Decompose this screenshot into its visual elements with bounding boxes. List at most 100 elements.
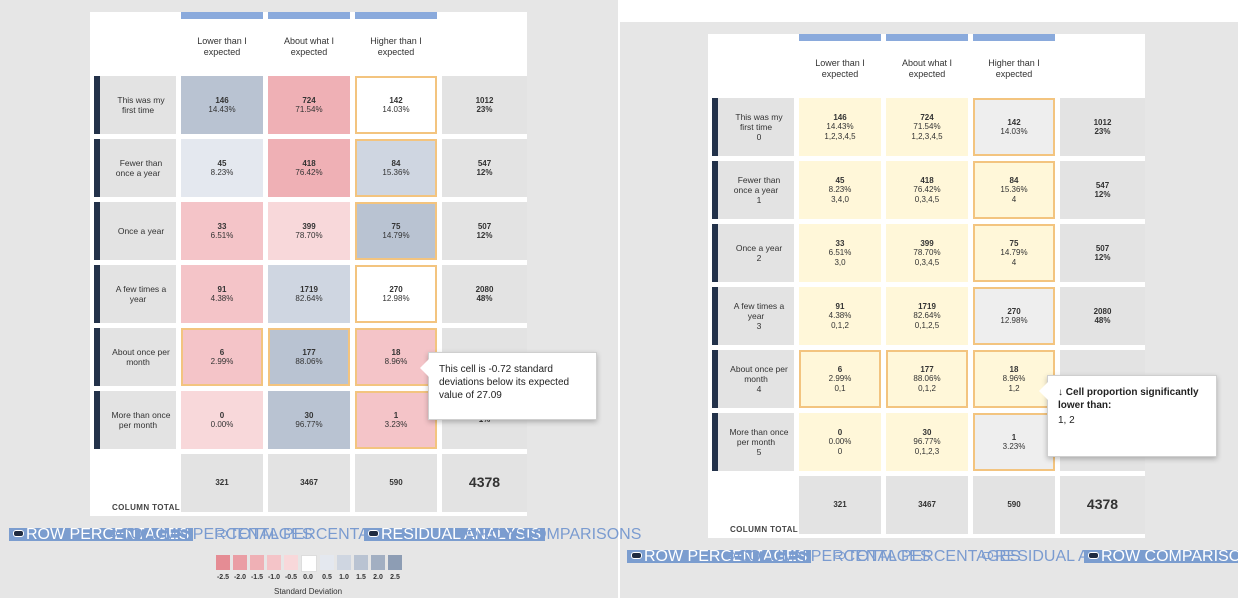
cell-count: 6: [219, 347, 225, 357]
table-cell[interactable]: 177 88.06% 0,1,2: [886, 350, 968, 408]
table-cell[interactable]: 45 8.23% 3,4,0: [799, 161, 881, 219]
toggle-total-percentages[interactable]: TOTAL PERCENTAGES: [834, 549, 1021, 565]
table-cell[interactable]: 0 0.00%: [181, 391, 263, 449]
column-total-label: COLUMN TOTAL: [730, 525, 799, 534]
toggle-icon: [724, 552, 735, 560]
column-header: Lower than I expected: [799, 34, 881, 94]
row-header-label: About once per month 4: [716, 364, 790, 394]
table-cell[interactable]: 1 3.23%: [973, 413, 1055, 471]
crosstab-table: Lower than I expected About what I expect…: [90, 12, 527, 516]
toggle-label: RESIDUAL ANALYSIS: [381, 526, 542, 543]
row-total-cell: 547 12%: [1060, 161, 1145, 219]
table-cell[interactable]: 146 14.43%: [181, 76, 263, 134]
table-cell[interactable]: 30 96.77% 0,1,2,3: [886, 413, 968, 471]
toggle-column-percentages[interactable]: COLUMN PERCENTAGES: [724, 549, 931, 565]
toggle-row-comparisons[interactable]: ROW COMPARISONS: [1084, 549, 1238, 565]
table-cell[interactable]: 18 8.96%: [355, 328, 437, 386]
toggle-column-percentages[interactable]: COLUMN PERCENTAGES: [106, 527, 313, 543]
table-cell[interactable]: 399 78.70% 0,3,4,5: [886, 224, 968, 282]
table-cell[interactable]: 91 4.38%: [181, 265, 263, 323]
table-cell[interactable]: 142 14.03%: [355, 76, 437, 134]
table-cell[interactable]: 75 14.79%: [355, 202, 437, 260]
cell-count: 1719: [918, 301, 936, 311]
cell-count: 18: [391, 347, 401, 357]
row-total-count: 547: [477, 158, 492, 168]
table-cell[interactable]: 75 14.79% 4: [973, 224, 1055, 282]
cell-count: 418: [920, 175, 934, 185]
row-label-text: Once a year: [117, 226, 165, 236]
legend-swatch: [354, 555, 368, 570]
toggle-total-percentages[interactable]: TOTAL PERCENTAGES: [216, 527, 403, 543]
comparison-tooltip: ↓ Cell proportion significantly lower th…: [1039, 375, 1217, 457]
cell-percentage: 78.70%: [295, 231, 323, 240]
table-cell[interactable]: 45 8.23%: [181, 139, 263, 197]
legend-swatch: [284, 555, 298, 570]
row-header: Once a year: [94, 202, 176, 260]
table-cell[interactable]: 84 15.36% 4: [973, 161, 1055, 219]
tooltip-title-text: Cell proportion significantly lower than…: [1058, 387, 1199, 411]
cell-count: 33: [835, 238, 845, 248]
table-cell[interactable]: 418 76.42% 0,3,4,5: [886, 161, 968, 219]
toggle-icon: [834, 552, 845, 560]
toggle-row-comparisons[interactable]: ROW COMPARISONS: [466, 527, 641, 543]
legend-title: Standard Deviation: [274, 587, 343, 596]
row-header-label: This was my first time 0: [716, 112, 790, 142]
table-cell[interactable]: 724 71.54% 1,2,3,4,5: [886, 98, 968, 156]
table-cell[interactable]: 724 71.54%: [268, 76, 350, 134]
row-index: 0: [756, 132, 762, 142]
row-header-label: Fewer than once a year: [98, 158, 172, 178]
row-header: This was my first time 0: [712, 98, 794, 156]
row-label-text: About once per month: [112, 347, 170, 367]
table-cell[interactable]: 84 15.36%: [355, 139, 437, 197]
table-cell[interactable]: 142 14.03%: [973, 98, 1055, 156]
cell-percentage: 76.42%: [295, 168, 323, 177]
row-header: About once per month 4: [712, 350, 794, 408]
table-cell[interactable]: 6 2.99%: [181, 328, 263, 386]
column-total-value: 590: [389, 478, 403, 488]
cell-count: 30: [922, 427, 932, 437]
row-total-cell: 507 12%: [442, 202, 527, 260]
toggle-icon: [466, 530, 477, 538]
legend-tick: 2.5: [390, 574, 400, 581]
cell-significance: 3,4,0: [831, 194, 849, 204]
column-total-label: COLUMN TOTAL: [112, 503, 181, 512]
cell-count: 45: [835, 175, 845, 185]
cell-significance: 0,3,4,5: [914, 194, 940, 204]
table-cell[interactable]: 399 78.70%: [268, 202, 350, 260]
row-total-cell: 2080 48%: [1060, 287, 1145, 345]
table-cell[interactable]: 33 6.51%: [181, 202, 263, 260]
table-cell[interactable]: 91 4.38% 0,1,2: [799, 287, 881, 345]
legend-tick: 2.0: [373, 574, 383, 581]
table-cell[interactable]: 146 14.43% 1,2,3,4,5: [799, 98, 881, 156]
cell-percentage: 88.06%: [913, 374, 941, 384]
cell-percentage: 76.42%: [913, 185, 941, 195]
row-header-label: Once a year 2: [724, 243, 782, 263]
legend-swatch: [216, 555, 230, 570]
row-index: 2: [756, 253, 762, 263]
cell-percentage: 14.43%: [826, 122, 854, 132]
table-cell[interactable]: 33 6.51% 3,0: [799, 224, 881, 282]
table-cell[interactable]: 177 88.06%: [268, 328, 350, 386]
table-cell[interactable]: 1719 82.64%: [268, 265, 350, 323]
table-cell[interactable]: 6 2.99% 0,1: [799, 350, 881, 408]
toggle-icon: [368, 530, 379, 538]
legend-tick: -0.5: [284, 574, 298, 581]
table-cell[interactable]: 270 12.98%: [973, 287, 1055, 345]
toggle-residual-analysis[interactable]: RESIDUAL ANALYSIS: [364, 526, 546, 543]
row-header-label: A few times a year 3: [716, 301, 790, 331]
cell-percentage: 78.70%: [913, 248, 941, 258]
table-cell[interactable]: 0 0.00% 0: [799, 413, 881, 471]
legend-tick: -2.5: [216, 574, 230, 581]
cell-count: 146: [215, 95, 229, 105]
legend-tick: -2.0: [233, 574, 247, 581]
table-cell[interactable]: 1 3.23%: [355, 391, 437, 449]
row-total-count: 2080: [475, 284, 494, 294]
table-cell[interactable]: 270 12.98%: [355, 265, 437, 323]
table-cell[interactable]: 30 96.77%: [268, 391, 350, 449]
cell-percentage: 14.79%: [382, 231, 410, 240]
cell-percentage: 12.98%: [1000, 316, 1028, 325]
table-cell[interactable]: 1719 82.64% 0,1,2,5: [886, 287, 968, 345]
row-label-text: Fewer than once a year: [733, 175, 781, 195]
table-cell[interactable]: 418 76.42%: [268, 139, 350, 197]
toggle-icon: [13, 530, 24, 538]
